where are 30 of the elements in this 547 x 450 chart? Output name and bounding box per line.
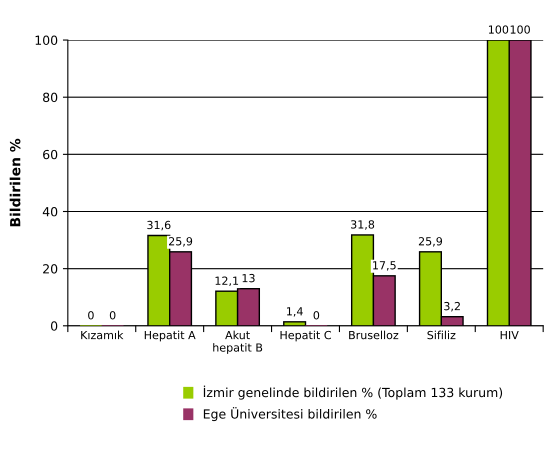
data-label: 3,2 (444, 302, 460, 312)
data-label: 100 (488, 25, 508, 34)
data-label: 13 (242, 274, 255, 282)
legend-label: İzmir genelinde bildirilen % (Toplam 133 kurum) (204, 386, 502, 400)
data-label: 0 (314, 311, 320, 320)
y-tick-label: 100 (36, 36, 58, 45)
y-tick-label: 20 (43, 264, 58, 274)
data-label: 100 (510, 25, 530, 34)
y-axis-title: Bildirilen % (10, 138, 20, 226)
x-tick-label: Bruselloz (349, 330, 398, 340)
y-tick-label: 80 (43, 92, 58, 102)
data-label: 31,8 (351, 220, 374, 230)
x-tick-label: Hepatit A (144, 330, 196, 342)
x-tick-label: Akut hepatit B (213, 330, 262, 354)
y-tick-label: 60 (43, 150, 58, 160)
y-tick-label: 0 (50, 321, 58, 331)
data-label: 17,5 (373, 261, 396, 271)
x-tick-label: HIV (500, 331, 519, 340)
data-label: 0 (110, 311, 116, 320)
x-tick-label: Sifiliz (427, 330, 456, 340)
y-tick-label: 40 (42, 206, 58, 216)
data-label: 25,9 (418, 237, 442, 247)
legend-label: Ege Üniversitesi bildirilen % (204, 407, 377, 422)
data-label: 12,1 (216, 276, 238, 286)
data-label: 31,6 (147, 220, 170, 230)
data-label: 25,9 (168, 237, 192, 247)
x-tick-label: Hepatit C (280, 330, 331, 342)
data-label: 1,4 (287, 307, 303, 317)
data-label: 0 (88, 311, 94, 320)
x-tick-label: Kızamık (81, 330, 124, 340)
